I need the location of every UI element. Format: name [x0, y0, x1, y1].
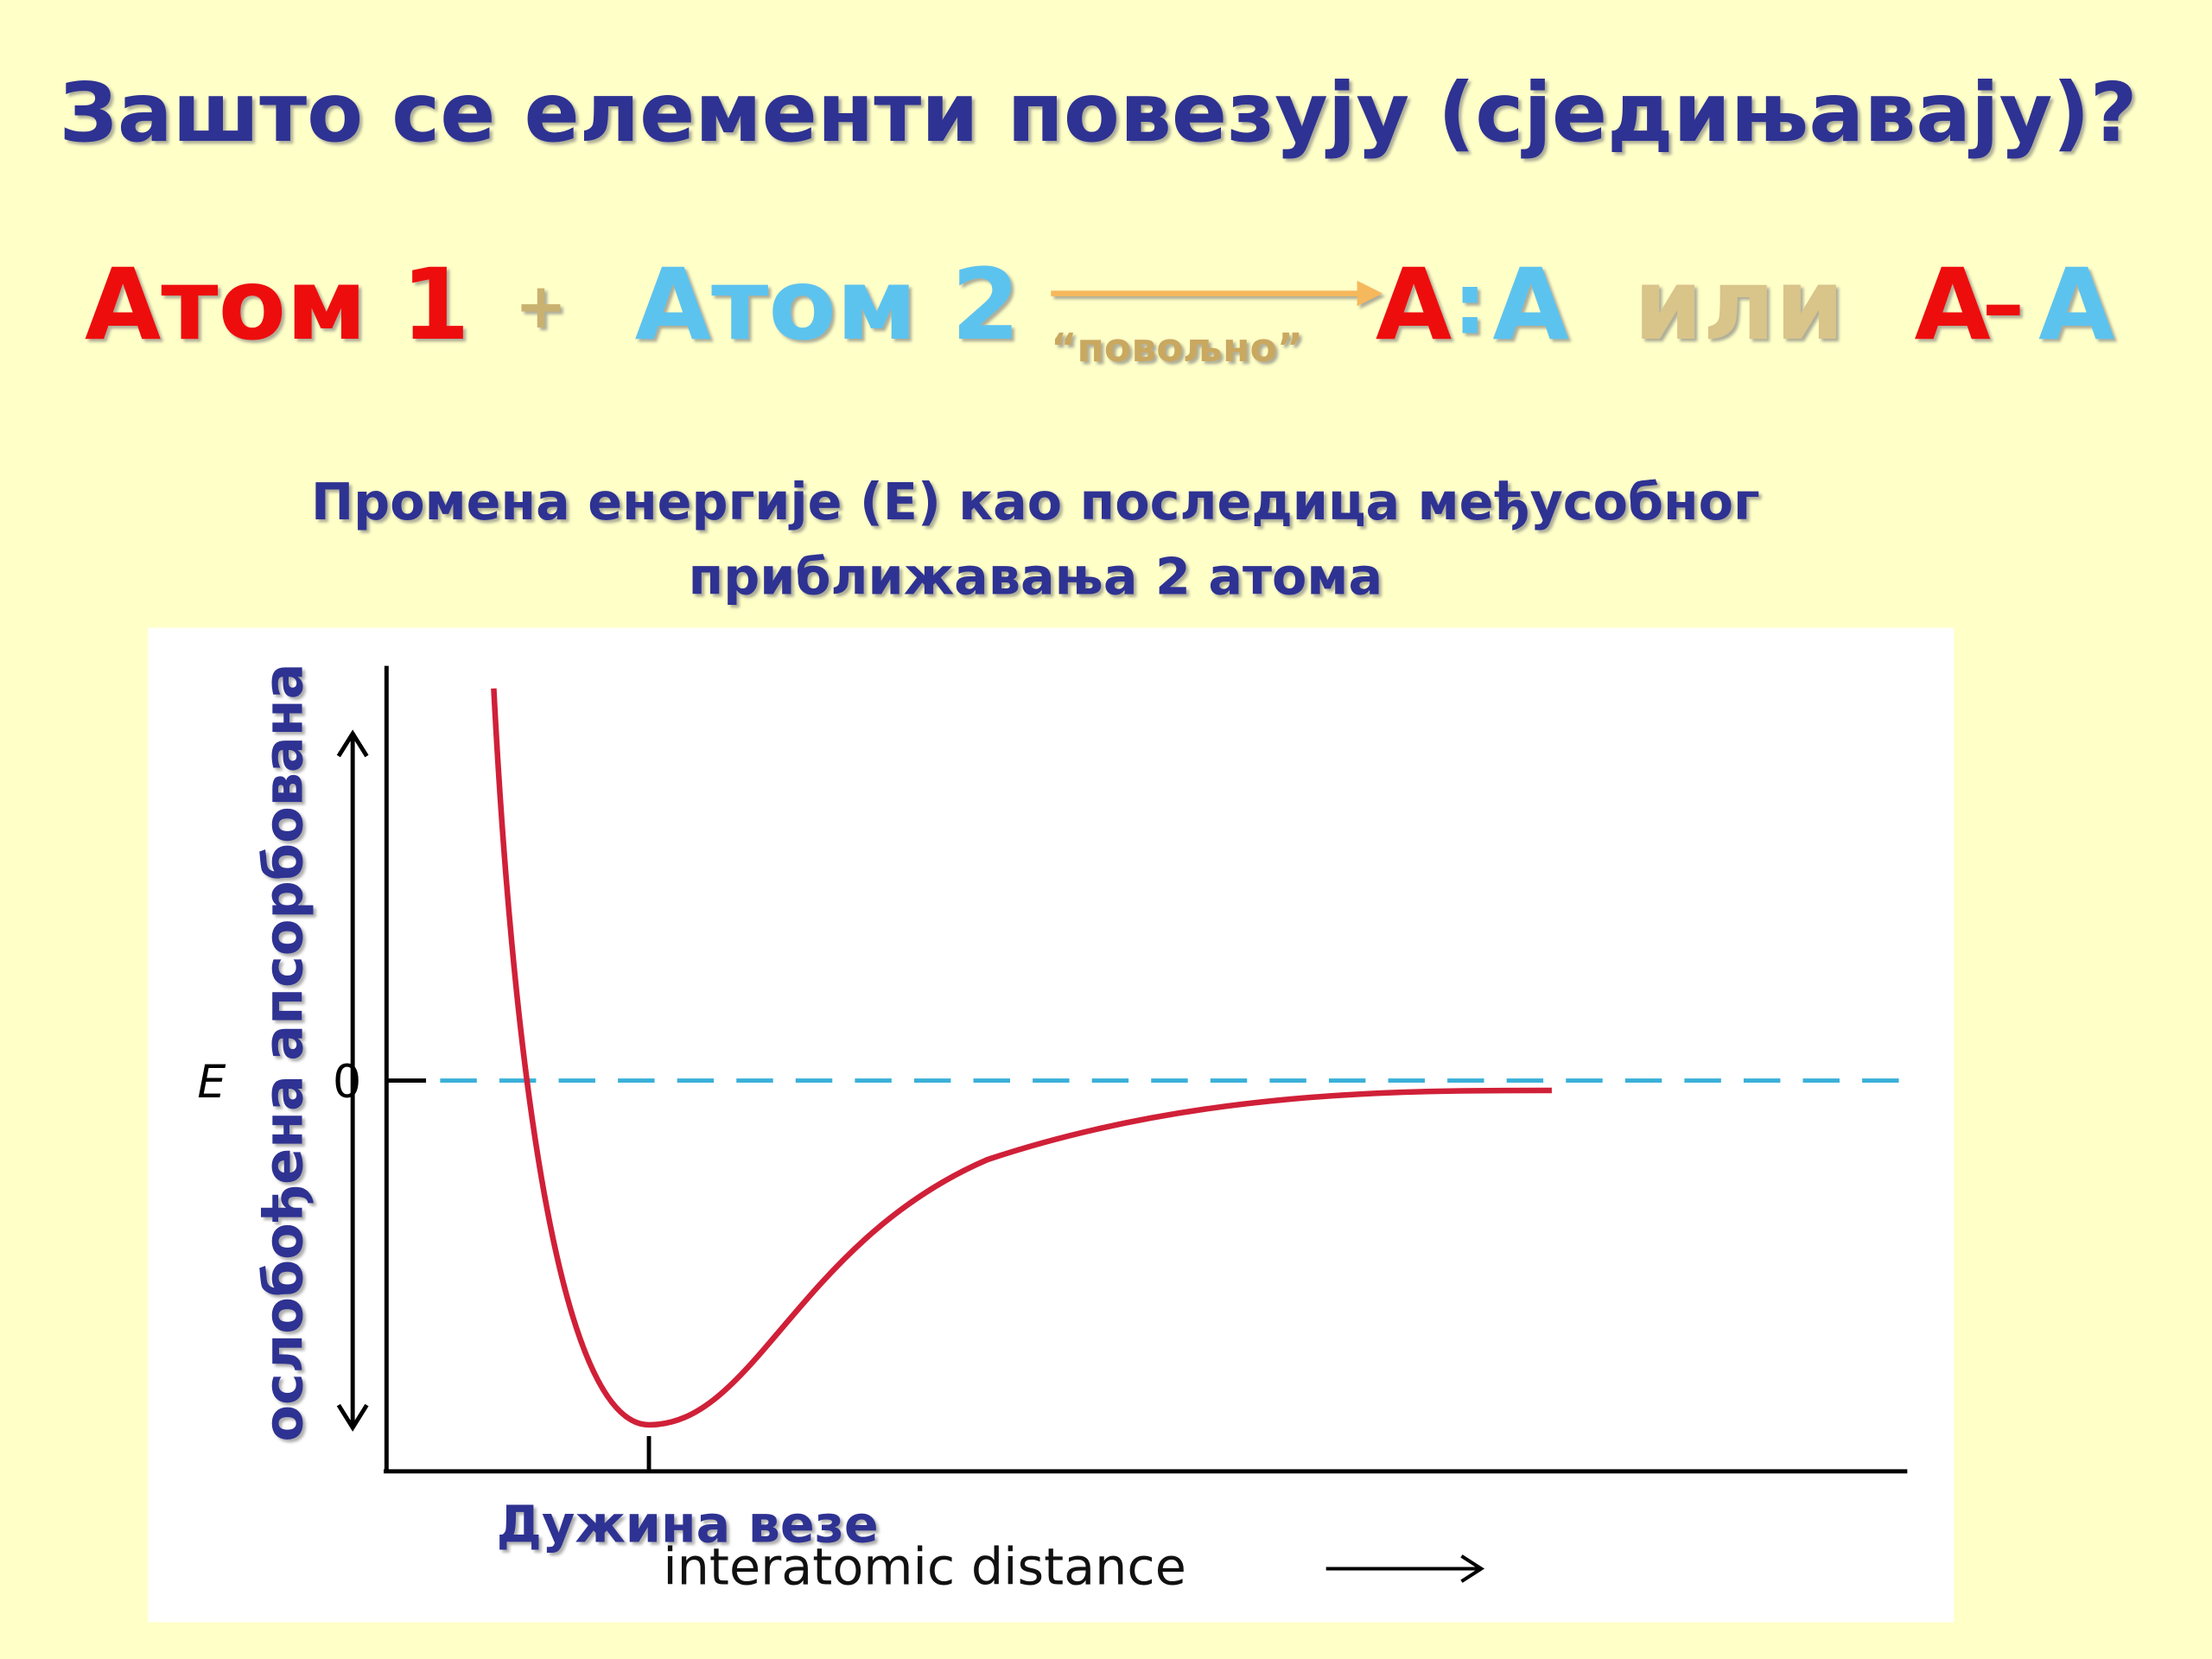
diagram-panel — [148, 627, 1955, 1623]
plus: + — [515, 270, 567, 342]
subtitle-line: приближавања 2 атома — [689, 546, 1382, 606]
energy-arrow — [336, 729, 369, 1432]
released-label: ослобођена — [251, 1075, 315, 1441]
product-atom: А — [1376, 247, 1452, 362]
absorbed-label: апсорбована — [251, 663, 315, 1060]
product-atom: А — [2038, 247, 2114, 362]
bond-length-label: Дужина везе — [497, 1494, 879, 1554]
energy-curve — [491, 688, 1552, 1428]
distance-arrow — [1325, 1554, 1485, 1583]
arrow-head — [1357, 280, 1382, 307]
or: или — [1634, 247, 1845, 362]
product-atom: А — [1492, 247, 1568, 362]
title: Зашто се елементи повезују (сједињавају)… — [60, 66, 2138, 161]
subtitle-line: Промена енергије (Е) као последица међус… — [311, 472, 1760, 531]
product-bond: : — [1453, 255, 1487, 353]
condition: “повољно” — [1051, 325, 1303, 371]
atom-1: Атом 1 — [85, 247, 470, 362]
atom-2: Атом 2 — [635, 247, 1020, 362]
equation: Атом 1 + Атом 2 “повољно” А : А или А – … — [85, 247, 2115, 371]
zero-label: 0 — [333, 1057, 361, 1109]
x-axis-label: interatomic distance — [663, 1536, 1186, 1596]
product-atom: А — [1915, 247, 1991, 362]
subtitle: Промена енергије (Е) као последица међус… — [311, 472, 1760, 607]
product-bond: – — [1982, 255, 2024, 353]
y-axis-symbol: E — [197, 1057, 226, 1109]
energy-labels: ослобођена апсорбована Дужина везе — [251, 663, 878, 1554]
